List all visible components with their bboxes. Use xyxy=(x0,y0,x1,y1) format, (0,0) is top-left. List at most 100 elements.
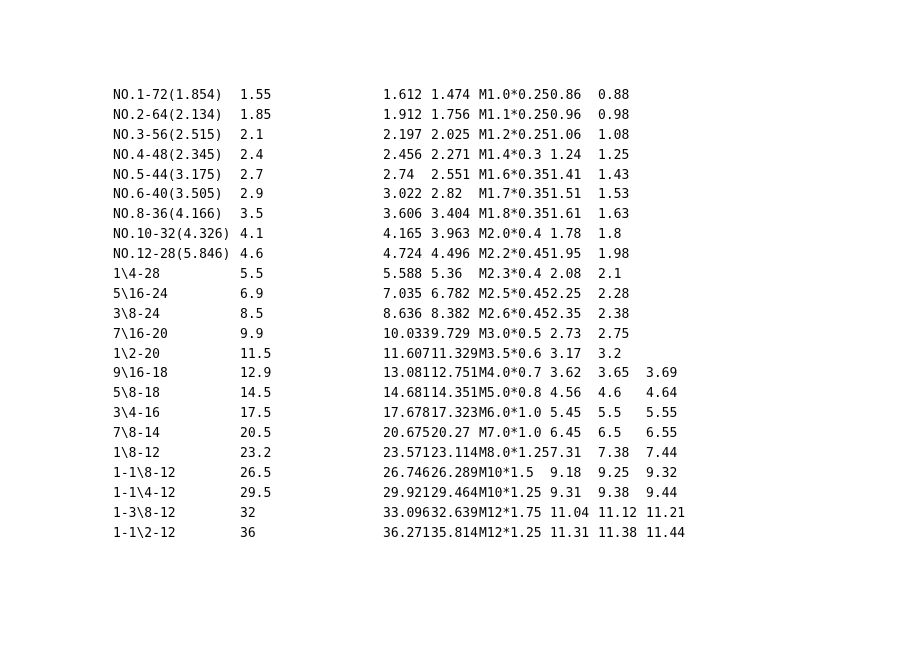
cell-h xyxy=(646,305,686,325)
cell-a: NO.12-28(5.846) xyxy=(113,245,240,265)
cell-c: 10.033 xyxy=(383,325,431,345)
cell-b: 2.9 xyxy=(240,185,383,205)
cell-h: 9.44 xyxy=(646,484,686,504)
cell-d: 1.756 xyxy=(431,106,479,126)
cell-f: 9.18 xyxy=(550,464,598,484)
cell-c: 1.612 xyxy=(383,86,431,106)
cell-a: NO.4-48(2.345) xyxy=(113,146,240,166)
table-row: 3\4-1617.517.67817.323M6.0*1.05.455.55.5… xyxy=(113,404,686,424)
cell-c: 8.636 xyxy=(383,305,431,325)
cell-d: 2.025 xyxy=(431,126,479,146)
cell-h xyxy=(646,225,686,245)
cell-b: 2.1 xyxy=(240,126,383,146)
cell-f: 9.31 xyxy=(550,484,598,504)
table-row: NO.5-44(3.175)2.72.742.551M1.6*0.351.411… xyxy=(113,166,686,186)
cell-e: M3.0*0.5 xyxy=(479,325,550,345)
cell-g: 3.65 xyxy=(598,364,646,384)
cell-g: 2.1 xyxy=(598,265,646,285)
cell-a: NO.5-44(3.175) xyxy=(113,166,240,186)
table-row: NO.6-40(3.505)2.93.0222.82M1.7*0.351.511… xyxy=(113,185,686,205)
cell-h xyxy=(646,285,686,305)
cell-h xyxy=(646,265,686,285)
cell-f: 1.61 xyxy=(550,205,598,225)
cell-d: 3.404 xyxy=(431,205,479,225)
cell-a: NO.1-72(1.854) xyxy=(113,86,240,106)
cell-b: 5.5 xyxy=(240,265,383,285)
cell-d: 26.289 xyxy=(431,464,479,484)
cell-a: NO.10-32(4.326) xyxy=(113,225,240,245)
cell-c: 1.912 xyxy=(383,106,431,126)
cell-c: 3.022 xyxy=(383,185,431,205)
cell-h xyxy=(646,325,686,345)
table-row: 1\2-2011.511.60711.329M3.5*0.63.173.2 xyxy=(113,345,686,365)
cell-d: 5.36 xyxy=(431,265,479,285)
cell-e: M1.2*0.25 xyxy=(479,126,550,146)
cell-b: 32 xyxy=(240,504,383,524)
cell-b: 17.5 xyxy=(240,404,383,424)
cell-c: 29.921 xyxy=(383,484,431,504)
table-row: NO.3-56(2.515)2.12.1972.025M1.2*0.251.06… xyxy=(113,126,686,146)
cell-b: 1.85 xyxy=(240,106,383,126)
table-row: 9\16-1812.913.08112.751M4.0*0.73.623.653… xyxy=(113,364,686,384)
cell-a: 1-1\2-12 xyxy=(113,524,240,544)
cell-e: M12*1.25 xyxy=(479,524,550,544)
cell-c: 11.607 xyxy=(383,345,431,365)
cell-h: 3.69 xyxy=(646,364,686,384)
cell-d: 32.639 xyxy=(431,504,479,524)
cell-h: 4.64 xyxy=(646,384,686,404)
cell-f: 2.08 xyxy=(550,265,598,285)
cell-d: 8.382 xyxy=(431,305,479,325)
cell-a: 1-1\4-12 xyxy=(113,484,240,504)
table-row: NO.2-64(2.134)1.851.9121.756M1.1*0.250.9… xyxy=(113,106,686,126)
cell-g: 2.75 xyxy=(598,325,646,345)
cell-a: 1\8-12 xyxy=(113,444,240,464)
cell-e: M3.5*0.6 xyxy=(479,345,550,365)
cell-d: 2.82 xyxy=(431,185,479,205)
cell-f: 3.62 xyxy=(550,364,598,384)
cell-b: 1.55 xyxy=(240,86,383,106)
table-row: 5\16-246.97.0356.782M2.5*0.452.252.28 xyxy=(113,285,686,305)
table-row: 1\4-285.55.5885.36M2.3*0.42.082.1 xyxy=(113,265,686,285)
cell-e: M10*1.25 xyxy=(479,484,550,504)
cell-a: NO.8-36(4.166) xyxy=(113,205,240,225)
cell-c: 23.571 xyxy=(383,444,431,464)
cell-e: M1.8*0.35 xyxy=(479,205,550,225)
cell-a: 3\8-24 xyxy=(113,305,240,325)
cell-c: 33.096 xyxy=(383,504,431,524)
cell-g: 1.43 xyxy=(598,166,646,186)
cell-g: 7.38 xyxy=(598,444,646,464)
cell-e: M2.3*0.4 xyxy=(479,265,550,285)
cell-e: M8.0*1.25 xyxy=(479,444,550,464)
cell-d: 20.27 xyxy=(431,424,479,444)
cell-g: 4.6 xyxy=(598,384,646,404)
cell-b: 14.5 xyxy=(240,384,383,404)
cell-e: M1.1*0.25 xyxy=(479,106,550,126)
table-row: 7\16-209.910.0339.729M3.0*0.52.732.75 xyxy=(113,325,686,345)
cell-e: M1.6*0.35 xyxy=(479,166,550,186)
cell-b: 20.5 xyxy=(240,424,383,444)
cell-d: 11.329 xyxy=(431,345,479,365)
cell-e: M4.0*0.7 xyxy=(479,364,550,384)
cell-b: 9.9 xyxy=(240,325,383,345)
cell-e: M2.5*0.45 xyxy=(479,285,550,305)
cell-d: 9.729 xyxy=(431,325,479,345)
cell-b: 6.9 xyxy=(240,285,383,305)
table-row: 1-3\8-123233.09632.639M12*1.7511.0411.12… xyxy=(113,504,686,524)
cell-d: 2.551 xyxy=(431,166,479,186)
cell-h xyxy=(646,205,686,225)
thread-size-table: NO.1-72(1.854)1.551.6121.474M1.0*0.250.8… xyxy=(113,86,686,543)
cell-b: 36 xyxy=(240,524,383,544)
cell-e: M12*1.75 xyxy=(479,504,550,524)
cell-f: 1.95 xyxy=(550,245,598,265)
cell-a: 1-1\8-12 xyxy=(113,464,240,484)
cell-d: 2.271 xyxy=(431,146,479,166)
table-row: 1-1\2-123636.27135.814M12*1.2511.3111.38… xyxy=(113,524,686,544)
cell-b: 26.5 xyxy=(240,464,383,484)
cell-f: 2.35 xyxy=(550,305,598,325)
cell-f: 11.31 xyxy=(550,524,598,544)
cell-g: 0.88 xyxy=(598,86,646,106)
cell-h: 7.44 xyxy=(646,444,686,464)
cell-g: 3.2 xyxy=(598,345,646,365)
cell-h xyxy=(646,86,686,106)
cell-c: 20.675 xyxy=(383,424,431,444)
